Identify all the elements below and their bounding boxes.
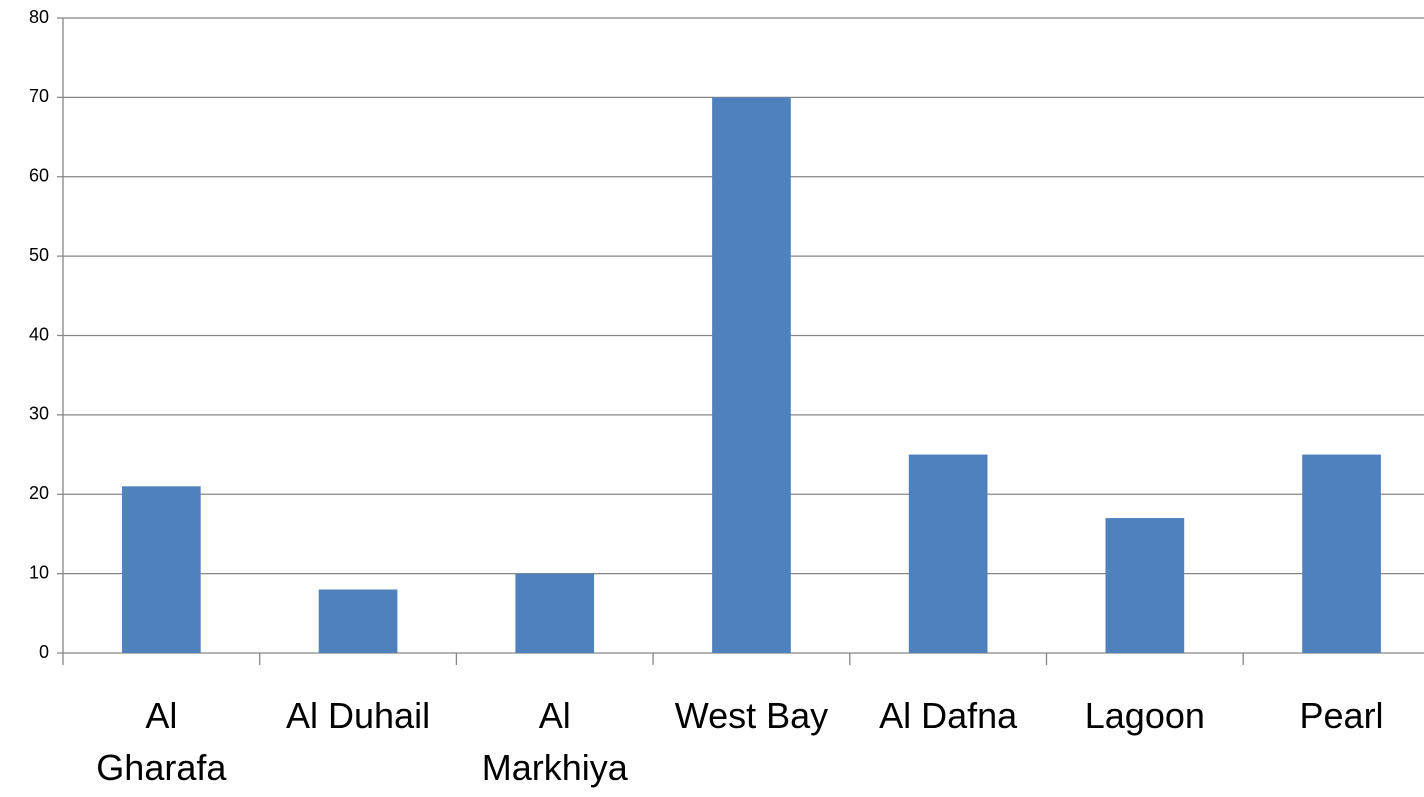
bar xyxy=(1105,518,1185,653)
x-tick-label: West Bay xyxy=(674,695,829,736)
bar xyxy=(908,454,988,653)
x-tick-label: Al Duhail xyxy=(286,695,431,736)
y-tick-label: 40 xyxy=(29,324,49,344)
bar xyxy=(515,573,595,653)
bar xyxy=(318,589,398,653)
y-tick-label: 10 xyxy=(29,562,49,582)
bar xyxy=(1302,454,1381,653)
y-tick-label: 0 xyxy=(39,642,49,662)
y-tick-label: 30 xyxy=(29,404,49,424)
bar xyxy=(712,97,791,653)
y-tick-label: 20 xyxy=(29,483,49,503)
x-tick-label: Al Markhiya xyxy=(481,695,628,788)
y-tick-label: 60 xyxy=(29,166,49,186)
x-tick-label: Al Dafna xyxy=(879,695,1018,736)
y-tick-label: 50 xyxy=(29,245,49,265)
x-tick-label: Lagoon xyxy=(1084,695,1205,736)
y-tick-label: 70 xyxy=(29,86,49,106)
x-tick-label: Pearl xyxy=(1299,695,1384,736)
bar xyxy=(122,486,201,653)
x-tick-label: Al Gharafa xyxy=(96,695,227,788)
y-tick-label: 80 xyxy=(29,7,49,27)
